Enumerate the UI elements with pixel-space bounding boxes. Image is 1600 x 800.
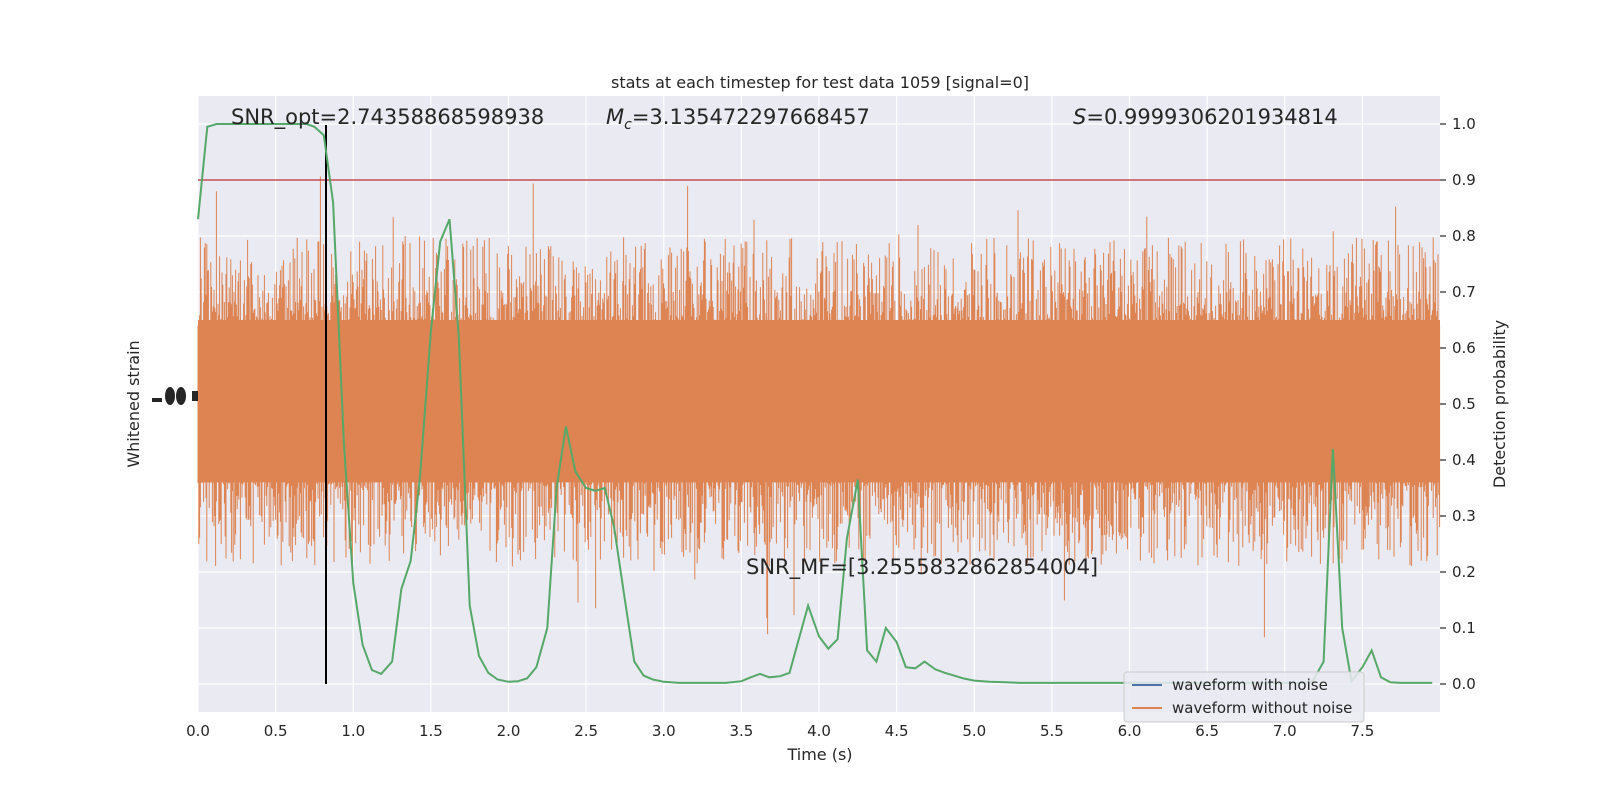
x-tick-label: 1.5 bbox=[419, 722, 443, 740]
x-tick-label: 1.0 bbox=[341, 722, 365, 740]
y-tick-label: 0.9 bbox=[1452, 171, 1476, 189]
y-tick-label: 0.7 bbox=[1452, 283, 1476, 301]
x-tick-label: 6.5 bbox=[1195, 722, 1219, 740]
legend-box bbox=[1123, 671, 1365, 723]
x-tick-label: 3.5 bbox=[729, 722, 753, 740]
x-tick-label: 5.0 bbox=[962, 722, 986, 740]
y-tick-label: 0.0 bbox=[1452, 675, 1476, 693]
y-tick-label: 1.0 bbox=[1452, 115, 1476, 133]
x-tick-label: 2.5 bbox=[574, 722, 598, 740]
y-axis-ticks-right: 0.0 0.1 0.2 0.3 0.4 0.5 0.6 0.7 0.8 0.9 1.0 bbox=[1440, 115, 1476, 693]
x-axis-label: Time (s) bbox=[786, 745, 852, 764]
x-tick-label: 4.0 bbox=[807, 722, 831, 740]
x-tick-label: 0.0 bbox=[186, 722, 210, 740]
s-annotation: S=0.9999306201934814 bbox=[1073, 105, 1338, 129]
chart-title: stats at each timestep for test data 105… bbox=[611, 73, 1029, 92]
y-tick-label: 0.3 bbox=[1452, 507, 1476, 525]
y-tick-label: 0.5 bbox=[1452, 395, 1476, 413]
y-tick-label: 0.4 bbox=[1452, 451, 1476, 469]
x-tick-label: 6.0 bbox=[1118, 722, 1142, 740]
x-tick-label: 4.5 bbox=[885, 722, 909, 740]
legend-label-clean: waveform without noise bbox=[1172, 699, 1352, 717]
y-tick-label: 0.8 bbox=[1452, 227, 1476, 245]
legend: waveform with noise waveform without noi… bbox=[1123, 671, 1365, 723]
snr-mf-annotation: SNR_MF=[3.2555832862854004] bbox=[746, 555, 1098, 580]
x-tick-label: 5.5 bbox=[1040, 722, 1064, 740]
noise-waveform bbox=[197, 176, 1441, 638]
y-tick-label: 0.2 bbox=[1452, 563, 1476, 581]
x-tick-label: 0.5 bbox=[264, 722, 288, 740]
legend-label-noise: waveform with noise bbox=[1172, 676, 1328, 694]
noise-spikes bbox=[197, 176, 1441, 638]
y-axis-label-right: Detection probability bbox=[1490, 320, 1509, 488]
x-axis-ticks: 0.0 0.5 1.0 1.5 2.0 2.5 3.0 3.5 4.0 4.5 5.0 5.5 6.0 6… bbox=[186, 722, 1374, 740]
y-tick-label: 0.1 bbox=[1452, 619, 1476, 637]
y-tick-label: 0.6 bbox=[1452, 339, 1476, 357]
snr-opt-annotation: SNR_opt=2.74358868598938 bbox=[231, 105, 544, 130]
x-tick-label: 7.0 bbox=[1273, 722, 1297, 740]
chirp-mass-annotation: Mc=3.135472297668457 bbox=[606, 105, 870, 133]
y-axis-label-left: Whitened strain bbox=[124, 340, 143, 467]
x-tick-label: 2.0 bbox=[497, 722, 521, 740]
x-tick-label: 3.0 bbox=[652, 722, 676, 740]
x-tick-label: 7.5 bbox=[1350, 722, 1374, 740]
left-axis-overlapping-ticks bbox=[152, 387, 198, 405]
